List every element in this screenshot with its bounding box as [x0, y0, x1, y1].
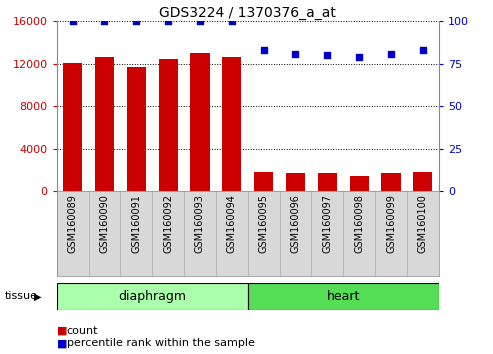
Text: diaphragm: diaphragm: [118, 290, 186, 303]
Point: [355, 54, 363, 60]
Text: GSM160098: GSM160098: [354, 194, 364, 253]
Text: count: count: [67, 326, 98, 336]
Text: GSM160095: GSM160095: [259, 194, 269, 253]
Point: [228, 18, 236, 24]
Point: [164, 18, 172, 24]
Bar: [57, 283, 247, 310]
Bar: [350, 176, 369, 191]
Text: ▶: ▶: [34, 291, 41, 302]
Title: GDS3224 / 1370376_a_at: GDS3224 / 1370376_a_at: [159, 6, 336, 20]
Bar: [318, 172, 337, 191]
Bar: [247, 283, 439, 310]
Text: GSM160096: GSM160096: [290, 194, 301, 253]
Text: GSM160090: GSM160090: [100, 194, 109, 253]
Point: [387, 51, 395, 56]
Bar: [222, 57, 242, 191]
Text: GSM160092: GSM160092: [163, 194, 173, 253]
Bar: [190, 53, 210, 191]
Text: ■: ■: [57, 326, 67, 336]
Bar: [254, 172, 273, 191]
Text: ■: ■: [57, 338, 67, 348]
Point: [419, 47, 427, 53]
Bar: [286, 172, 305, 191]
Point: [323, 52, 331, 58]
Text: GSM160099: GSM160099: [386, 194, 396, 253]
Point: [260, 47, 268, 53]
Point: [196, 18, 204, 24]
Bar: [63, 63, 82, 191]
Text: GSM160091: GSM160091: [131, 194, 141, 253]
Bar: [127, 67, 146, 191]
Text: GSM160094: GSM160094: [227, 194, 237, 253]
Bar: [413, 172, 432, 191]
Text: GSM160093: GSM160093: [195, 194, 205, 253]
Bar: [95, 57, 114, 191]
Point: [69, 18, 76, 24]
Text: GSM160097: GSM160097: [322, 194, 332, 253]
Text: tissue: tissue: [5, 291, 38, 302]
Bar: [159, 59, 177, 191]
Point: [291, 51, 299, 56]
Text: percentile rank within the sample: percentile rank within the sample: [67, 338, 254, 348]
Text: GSM160089: GSM160089: [68, 194, 77, 253]
Text: GSM160100: GSM160100: [418, 194, 428, 253]
Text: heart: heart: [326, 290, 360, 303]
Point: [101, 18, 108, 24]
Point: [132, 18, 140, 24]
Bar: [382, 173, 400, 191]
